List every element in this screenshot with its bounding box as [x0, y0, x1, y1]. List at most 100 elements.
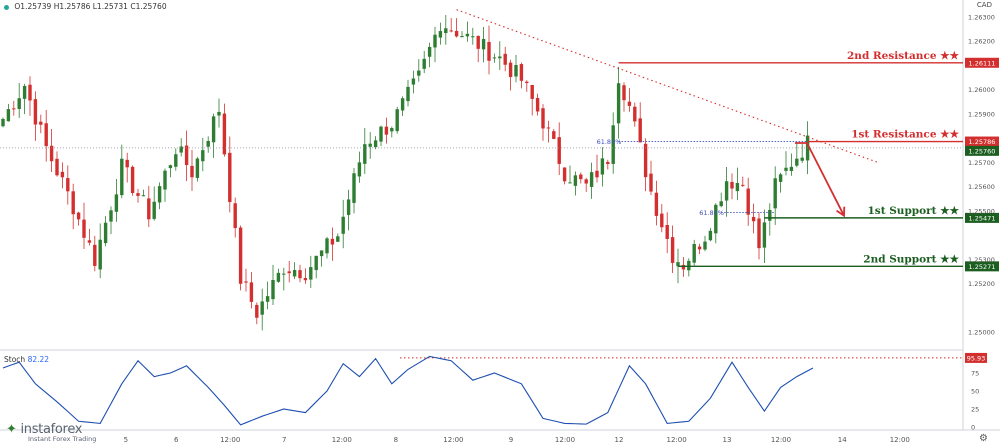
candle-body [201, 150, 205, 162]
candle-body [346, 199, 351, 215]
candle-body [276, 272, 281, 282]
candle-body [298, 270, 302, 279]
candle-body [174, 154, 178, 167]
gear-icon[interactable]: ⚙ [979, 433, 988, 444]
candle-body [141, 195, 146, 197]
support-level-label: 2nd Support ★★ [863, 253, 959, 265]
candle-body [433, 34, 437, 48]
candle-body [595, 170, 599, 178]
candle-body [643, 143, 648, 178]
candle-body [82, 219, 86, 238]
candle-body [406, 86, 410, 102]
candle-body [778, 174, 783, 182]
candle-body [336, 236, 340, 242]
candle-body [184, 145, 189, 166]
candle-body [800, 157, 804, 161]
candle-body [292, 269, 297, 277]
stoch-value: 82.22 [27, 355, 50, 364]
price-tick-label: 1.25900 [968, 110, 995, 118]
candle-body [271, 279, 275, 300]
candle-body [649, 173, 653, 192]
stoch-line [2, 355, 814, 426]
candle-body [600, 158, 605, 175]
candle-body [530, 84, 534, 99]
candle-body [39, 121, 43, 125]
stoch-level-tag-text: 95.93 [967, 354, 986, 362]
candle-body [503, 53, 507, 65]
candle-body [163, 170, 167, 190]
candle-body [244, 281, 248, 283]
candle-body [724, 181, 729, 201]
candle-body [616, 83, 621, 124]
support-price-tag [965, 212, 999, 223]
time-tick-label: 14 [838, 436, 847, 444]
price-tick-label: 1.25200 [968, 280, 995, 288]
candle-body [395, 109, 399, 132]
candle-body [22, 85, 27, 99]
candle-body [622, 85, 626, 101]
candle-body [93, 244, 97, 266]
candle-body [541, 108, 545, 129]
candle-body [255, 304, 259, 318]
candle-body [55, 158, 59, 176]
candle-body [762, 222, 767, 248]
candle-body [525, 81, 529, 84]
ohlc-open: O1.25739 [14, 2, 52, 11]
resistance-level-label: 1st Resistance ★★ [851, 129, 959, 141]
candle-body [109, 210, 113, 222]
time-tick-label: 9 [509, 436, 513, 444]
fib-label: 61.80% [699, 209, 724, 217]
candle-body [481, 38, 486, 50]
candle-body [330, 238, 335, 245]
candle-body [552, 131, 556, 139]
candle-body [535, 97, 540, 112]
candle-body [217, 111, 221, 116]
price-tick-label: 1.25000 [968, 329, 995, 337]
time-tick-label: 12:00 [332, 436, 352, 444]
candle-body [460, 35, 464, 38]
candle-body [195, 158, 200, 178]
candle-body [352, 173, 356, 203]
candle-body [670, 237, 675, 263]
candle-body [368, 143, 372, 147]
brand-logo: ✦ instaforex [6, 422, 83, 437]
candle-body [6, 109, 11, 122]
candle-body [373, 140, 378, 148]
candle-body [508, 62, 513, 78]
stoch-tick-label: 25 [971, 406, 979, 414]
price-tick-label: 1.26200 [968, 38, 995, 46]
price-tick-label: 1.25600 [968, 183, 995, 191]
stoch-tick-label: 50 [971, 388, 979, 396]
ohlc-low: L1.25731 [92, 2, 128, 11]
candle-body [282, 273, 286, 275]
candle-body [633, 106, 637, 122]
time-tick-label: 12:00 [890, 436, 910, 444]
candle-body [1, 118, 5, 127]
time-tick-label: 12 [615, 436, 624, 444]
candle-body [719, 201, 723, 207]
candle-body [687, 260, 691, 271]
support-price-tag-text: 1.25471 [969, 214, 996, 222]
candle-body [417, 70, 421, 76]
resistance-price-tag-text: 1.26111 [969, 59, 996, 67]
candle-body [795, 158, 799, 166]
time-tick-label: 12:00 [667, 436, 687, 444]
candle-body [238, 227, 243, 284]
candle-body [746, 188, 750, 215]
candle-body [757, 218, 761, 249]
support-price-tag-text: 1.25271 [969, 263, 996, 271]
candle-body [768, 209, 772, 221]
candle-body [44, 123, 48, 147]
candle-body [427, 46, 432, 57]
candle-body [87, 240, 92, 243]
candle-body [157, 186, 162, 203]
candle-body [638, 118, 642, 143]
candle-body [589, 172, 594, 187]
resistance-price-tag [965, 136, 999, 147]
candle-body [487, 41, 491, 61]
candle-body [751, 216, 756, 222]
candle-body [379, 126, 383, 142]
time-tick-label: 8 [394, 436, 398, 444]
candle-body [228, 152, 232, 203]
